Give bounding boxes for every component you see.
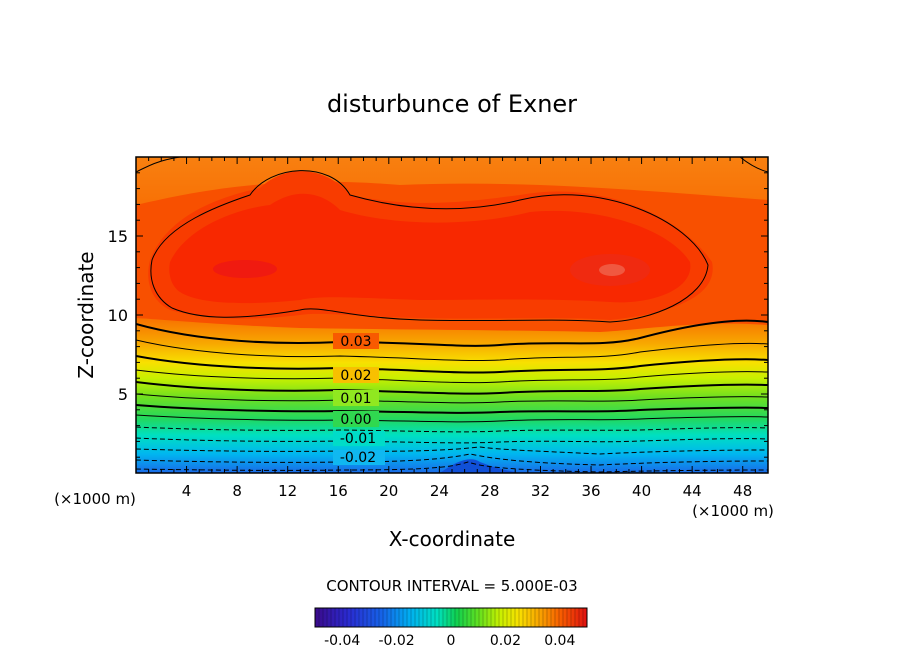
x-tick-label: 36 (581, 482, 600, 500)
x-tick-label: 44 (683, 482, 702, 500)
contour-line (136, 453, 768, 466)
x-unit-left: (×1000 m) (54, 490, 136, 508)
chart-title: disturbunce of Exner (327, 90, 577, 118)
x-tick-label: 16 (329, 482, 348, 500)
x-tick-label: 40 (632, 482, 651, 500)
contour-label-box (333, 411, 379, 427)
contour-label-box (333, 333, 379, 349)
contour-line (150, 170, 709, 323)
plot-area: 0.03 0.02 0.01 0.00 -0.01 -0.02 (136, 157, 768, 473)
x-axis-label: X-coordinate (389, 527, 516, 551)
colorbar-tick-label: 0.04 (544, 633, 575, 649)
colorbar-tick-label: -0.04 (324, 633, 360, 649)
contour-line (136, 369, 768, 384)
colorbar-stripes (318, 608, 584, 627)
contour-line (136, 437, 768, 444)
contour-line (136, 339, 768, 362)
contour-label-box (333, 450, 385, 465)
y-tick-label: 5 (118, 385, 128, 404)
field-band-peak (169, 193, 691, 304)
y-axis: 5 10 15 (108, 172, 768, 458)
x-unit-right: (×1000 m) (692, 502, 774, 520)
colorbar-ticks: -0.04 -0.02 0 0.02 0.04 (324, 633, 575, 649)
y-tick-label: 15 (108, 227, 128, 246)
colorbar-tick-label: -0.02 (378, 633, 414, 649)
contour-label: 0.01 (340, 391, 371, 407)
colorbar-fill (314, 607, 588, 628)
contour-label: 0.03 (340, 334, 371, 350)
x-tick-label: 20 (379, 482, 398, 500)
contour-label-group: 0.03 0.02 0.01 0.00 -0.01 -0.02 (333, 333, 385, 466)
contour-label-box (333, 367, 379, 383)
contour-line (136, 461, 768, 473)
x-tick-label: 4 (182, 482, 192, 500)
contour-label: 0.02 (340, 368, 371, 384)
contour-label-box (333, 390, 379, 406)
contour-label: 0.00 (340, 412, 371, 428)
contour-line (136, 414, 768, 423)
contour-label-box (333, 431, 385, 446)
x-tick-label: 8 (232, 482, 242, 500)
y-axis-label: Z-coordinate (74, 251, 98, 378)
contour-line (136, 355, 768, 374)
x-tick-label: 32 (531, 482, 550, 500)
x-tick-label: 24 (430, 482, 449, 500)
contour-line (136, 426, 768, 433)
contour-line (136, 393, 768, 404)
contour-label: -0.01 (340, 431, 376, 447)
contour-line (136, 446, 768, 455)
colorbar-tick-label: 0.02 (490, 633, 521, 649)
contour-label: -0.02 (340, 450, 376, 466)
field-max-left (213, 260, 277, 278)
contour-line (136, 381, 768, 395)
y-tick-label: 10 (108, 306, 128, 325)
field-max-right-core (599, 264, 625, 276)
contour-line (136, 319, 768, 347)
colorbar-tick-label: 0 (447, 633, 456, 649)
field-min-pocket (440, 459, 520, 473)
contour-lines (136, 157, 768, 473)
x-tick-label: 48 (733, 482, 752, 500)
x-axis: 4 8 12 16 20 24 28 32 36 40 44 48 (148, 157, 756, 500)
contour-line (136, 404, 768, 414)
colorbar: -0.04 -0.02 0 0.02 0.04 (314, 607, 588, 649)
contour-interval-text: CONTOUR INTERVAL = 5.000E-03 (326, 577, 577, 595)
x-tick-label: 12 (278, 482, 297, 500)
x-tick-label: 28 (480, 482, 499, 500)
